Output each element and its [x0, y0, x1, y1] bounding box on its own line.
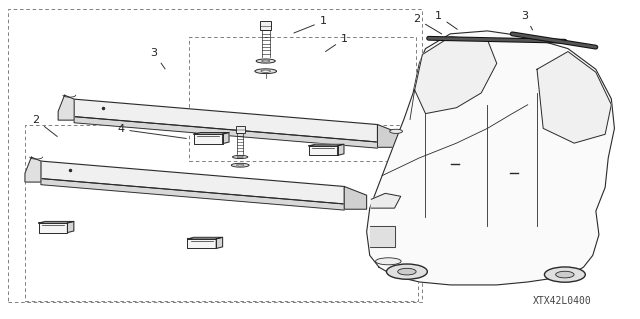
- Polygon shape: [537, 52, 611, 143]
- Ellipse shape: [237, 156, 243, 158]
- Bar: [8, 9, 422, 302]
- Text: 2: 2: [32, 115, 57, 137]
- Ellipse shape: [262, 60, 270, 62]
- Polygon shape: [370, 226, 394, 247]
- Polygon shape: [67, 221, 74, 233]
- Polygon shape: [344, 187, 367, 209]
- Polygon shape: [74, 117, 378, 148]
- Polygon shape: [188, 239, 216, 249]
- Polygon shape: [41, 161, 344, 204]
- Ellipse shape: [397, 268, 416, 275]
- Polygon shape: [194, 134, 223, 144]
- Ellipse shape: [545, 267, 586, 282]
- Polygon shape: [378, 124, 400, 147]
- Ellipse shape: [387, 264, 428, 279]
- Polygon shape: [41, 179, 344, 210]
- Polygon shape: [415, 37, 497, 114]
- Polygon shape: [58, 95, 74, 120]
- Text: 3: 3: [150, 48, 165, 69]
- Text: XTX42L0400: XTX42L0400: [533, 296, 592, 306]
- Polygon shape: [188, 237, 223, 239]
- Bar: [189, 37, 416, 161]
- Text: 3: 3: [522, 11, 532, 30]
- Polygon shape: [223, 132, 229, 144]
- Bar: [236, 126, 244, 133]
- Text: 1: 1: [435, 11, 458, 29]
- Ellipse shape: [256, 59, 275, 63]
- Polygon shape: [194, 132, 229, 134]
- Polygon shape: [25, 157, 41, 182]
- Polygon shape: [38, 223, 67, 233]
- Ellipse shape: [390, 129, 403, 133]
- Polygon shape: [337, 144, 344, 155]
- Polygon shape: [38, 221, 74, 223]
- Polygon shape: [309, 146, 337, 155]
- Polygon shape: [367, 31, 614, 285]
- Polygon shape: [371, 193, 401, 208]
- Text: 3: 3: [534, 77, 541, 95]
- Ellipse shape: [232, 155, 248, 159]
- Ellipse shape: [236, 164, 244, 166]
- Ellipse shape: [556, 271, 574, 278]
- Bar: [25, 124, 418, 301]
- Text: 1: 1: [294, 16, 326, 33]
- Bar: [260, 21, 271, 30]
- Ellipse shape: [231, 163, 249, 167]
- Polygon shape: [309, 144, 344, 146]
- Text: 4: 4: [117, 124, 186, 138]
- Polygon shape: [216, 237, 223, 249]
- Ellipse shape: [376, 258, 401, 265]
- Polygon shape: [74, 99, 378, 142]
- Text: 1: 1: [326, 34, 348, 52]
- Text: 2: 2: [467, 88, 485, 105]
- Ellipse shape: [261, 70, 271, 72]
- Ellipse shape: [255, 69, 276, 74]
- Text: 2: 2: [413, 14, 442, 34]
